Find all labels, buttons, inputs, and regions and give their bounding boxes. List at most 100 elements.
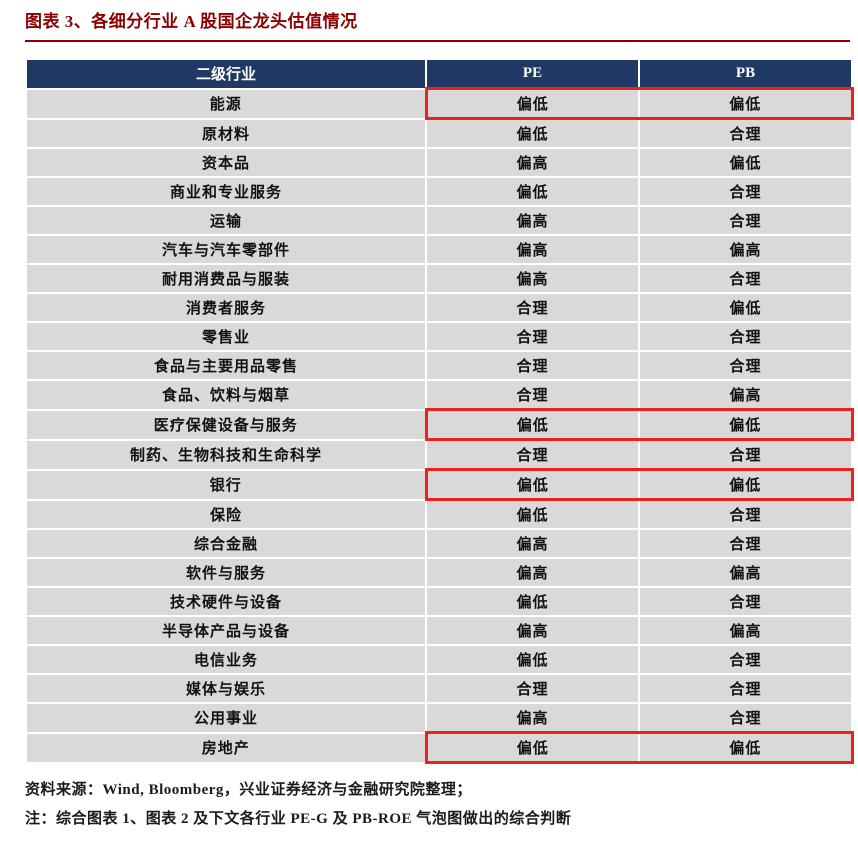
industry-cell: 能源 [25, 87, 427, 120]
pe-valuation-cell: 偏低 [424, 731, 640, 764]
pe-valuation-cell: 偏高 [425, 557, 640, 588]
pe-valuation-cell: 偏高 [425, 528, 640, 559]
pb-valuation-cell: 合理 [638, 673, 853, 704]
pb-valuation-cell: 合理 [638, 321, 853, 352]
table-row: 汽车与汽车零部件 偏高 偏高 [25, 234, 853, 265]
figure-footer: 资料来源：Wind, Bloomberg，兴业证券经济与金融研究院整理； 注：综… [25, 776, 850, 834]
table-row: 软件与服务 偏高 偏高 [25, 557, 853, 588]
industry-cell: 半导体产品与设备 [25, 615, 427, 646]
industry-cell: 制药、生物科技和生命科学 [25, 438, 427, 471]
table-row: 半导体产品与设备 偏高 偏高 [25, 615, 853, 646]
table-row: 运输 偏高 合理 [25, 205, 853, 236]
table-row: 食品与主要用品零售 合理 合理 [25, 350, 853, 381]
table-row: 食品、饮料与烟草 合理 偏高 [25, 379, 853, 411]
pe-valuation-cell: 偏低 [425, 176, 640, 207]
pe-valuation-cell: 偏高 [425, 702, 640, 734]
column-header-pb: PB [638, 58, 853, 90]
table-row: 保险 偏低 合理 [25, 498, 853, 530]
pe-valuation-cell: 合理 [425, 292, 640, 323]
pe-valuation-cell: 合理 [425, 673, 640, 704]
industry-cell: 零售业 [25, 321, 427, 352]
pb-valuation-cell: 合理 [638, 176, 853, 207]
table-row: 资本品 偏高 偏低 [25, 147, 853, 178]
industry-cell: 医疗保健设备与服务 [25, 408, 427, 441]
pb-valuation-cell: 合理 [638, 205, 853, 236]
industry-cell: 食品、饮料与烟草 [25, 379, 427, 411]
table-row: 商业和专业服务 偏低 合理 [25, 176, 853, 207]
pb-valuation-cell: 偏低 [638, 87, 854, 120]
pe-valuation-cell: 偏高 [425, 263, 640, 294]
pb-valuation-cell: 合理 [638, 702, 853, 734]
table-header-row: 二级行业 PE PB [25, 58, 853, 90]
industry-cell: 资本品 [25, 147, 427, 178]
pb-valuation-cell: 合理 [638, 350, 853, 381]
pe-valuation-cell: 偏低 [425, 498, 640, 530]
industry-cell: 银行 [25, 468, 427, 501]
industry-cell: 汽车与汽车零部件 [25, 234, 427, 265]
pb-valuation-cell: 偏低 [638, 468, 854, 501]
pb-valuation-cell: 合理 [638, 117, 853, 149]
table-row: 综合金融 偏高 合理 [25, 528, 853, 559]
pe-valuation-cell: 偏低 [425, 117, 640, 149]
valuation-table: 二级行业 PE PB 能源 偏低 偏低 原材料 偏低 合理 资本品 偏高 偏低 商业和专业服务 偏低… [25, 58, 854, 764]
table-row: 公用事业 偏高 合理 [25, 702, 853, 734]
pe-valuation-cell: 偏高 [425, 615, 640, 646]
table-row: 技术硬件与设备 偏低 合理 [25, 586, 853, 617]
table-row: 耐用消费品与服装 偏高 合理 [25, 263, 853, 294]
table-row: 媒体与娱乐 合理 合理 [25, 673, 853, 704]
column-header-pe: PE [425, 58, 640, 90]
industry-cell: 保险 [25, 498, 427, 530]
pe-valuation-cell: 偏高 [425, 205, 640, 236]
industry-cell: 商业和专业服务 [25, 176, 427, 207]
pb-valuation-cell: 偏低 [638, 408, 854, 441]
figure-note: 注：综合图表 1、图表 2 及下文各行业 PE-G 及 PB-ROE 气泡图做出… [25, 811, 572, 827]
column-header-industry: 二级行业 [25, 58, 427, 90]
industry-cell: 房地产 [25, 731, 427, 764]
pb-valuation-cell: 合理 [638, 263, 853, 294]
pb-valuation-cell: 合理 [638, 644, 853, 675]
industry-cell: 综合金融 [25, 528, 427, 559]
pe-valuation-cell: 合理 [425, 350, 640, 381]
table-row: 原材料 偏低 合理 [25, 117, 853, 149]
pe-valuation-cell: 偏高 [425, 234, 640, 265]
pb-valuation-cell: 偏高 [638, 379, 853, 411]
pe-valuation-cell: 偏低 [424, 408, 640, 441]
pe-valuation-cell: 合理 [425, 321, 640, 352]
pb-valuation-cell: 偏高 [638, 615, 853, 646]
pe-valuation-cell: 偏低 [424, 468, 640, 501]
industry-cell: 技术硬件与设备 [25, 586, 427, 617]
table-row: 能源 偏低 偏低 [25, 87, 854, 120]
pb-valuation-cell: 合理 [638, 438, 853, 471]
table-row: 零售业 合理 合理 [25, 321, 853, 352]
figure-title: 图表 3、各细分行业 A 股国企龙头估值情况 [25, 12, 358, 31]
pb-valuation-cell: 偏低 [638, 731, 854, 764]
pe-valuation-cell: 偏低 [425, 644, 640, 675]
pb-valuation-cell: 偏高 [638, 234, 853, 265]
table-row: 医疗保健设备与服务 偏低 偏低 [25, 408, 854, 441]
pb-valuation-cell: 偏低 [638, 292, 853, 323]
pb-valuation-cell: 合理 [638, 498, 853, 530]
industry-cell: 媒体与娱乐 [25, 673, 427, 704]
pb-valuation-cell: 合理 [638, 586, 853, 617]
pb-valuation-cell: 偏低 [638, 147, 853, 178]
pe-valuation-cell: 偏高 [425, 147, 640, 178]
table-row: 房地产 偏低 偏低 [25, 731, 854, 764]
table-row: 制药、生物科技和生命科学 合理 合理 [25, 438, 853, 471]
industry-cell: 公用事业 [25, 702, 427, 734]
industry-cell: 电信业务 [25, 644, 427, 675]
industry-cell: 原材料 [25, 117, 427, 149]
pb-valuation-cell: 偏高 [638, 557, 853, 588]
industry-cell: 软件与服务 [25, 557, 427, 588]
table-row: 电信业务 偏低 合理 [25, 644, 853, 675]
industry-cell: 耐用消费品与服装 [25, 263, 427, 294]
pe-valuation-cell: 偏低 [425, 586, 640, 617]
pe-valuation-cell: 偏低 [424, 87, 640, 120]
industry-cell: 食品与主要用品零售 [25, 350, 427, 381]
source-note: 资料来源：Wind, Bloomberg，兴业证券经济与金融研究院整理； [25, 782, 472, 798]
table-row: 银行 偏低 偏低 [25, 468, 854, 501]
industry-cell: 消费者服务 [25, 292, 427, 323]
pb-valuation-cell: 合理 [638, 528, 853, 559]
table-row: 消费者服务 合理 偏低 [25, 292, 853, 323]
pe-valuation-cell: 合理 [425, 379, 640, 411]
